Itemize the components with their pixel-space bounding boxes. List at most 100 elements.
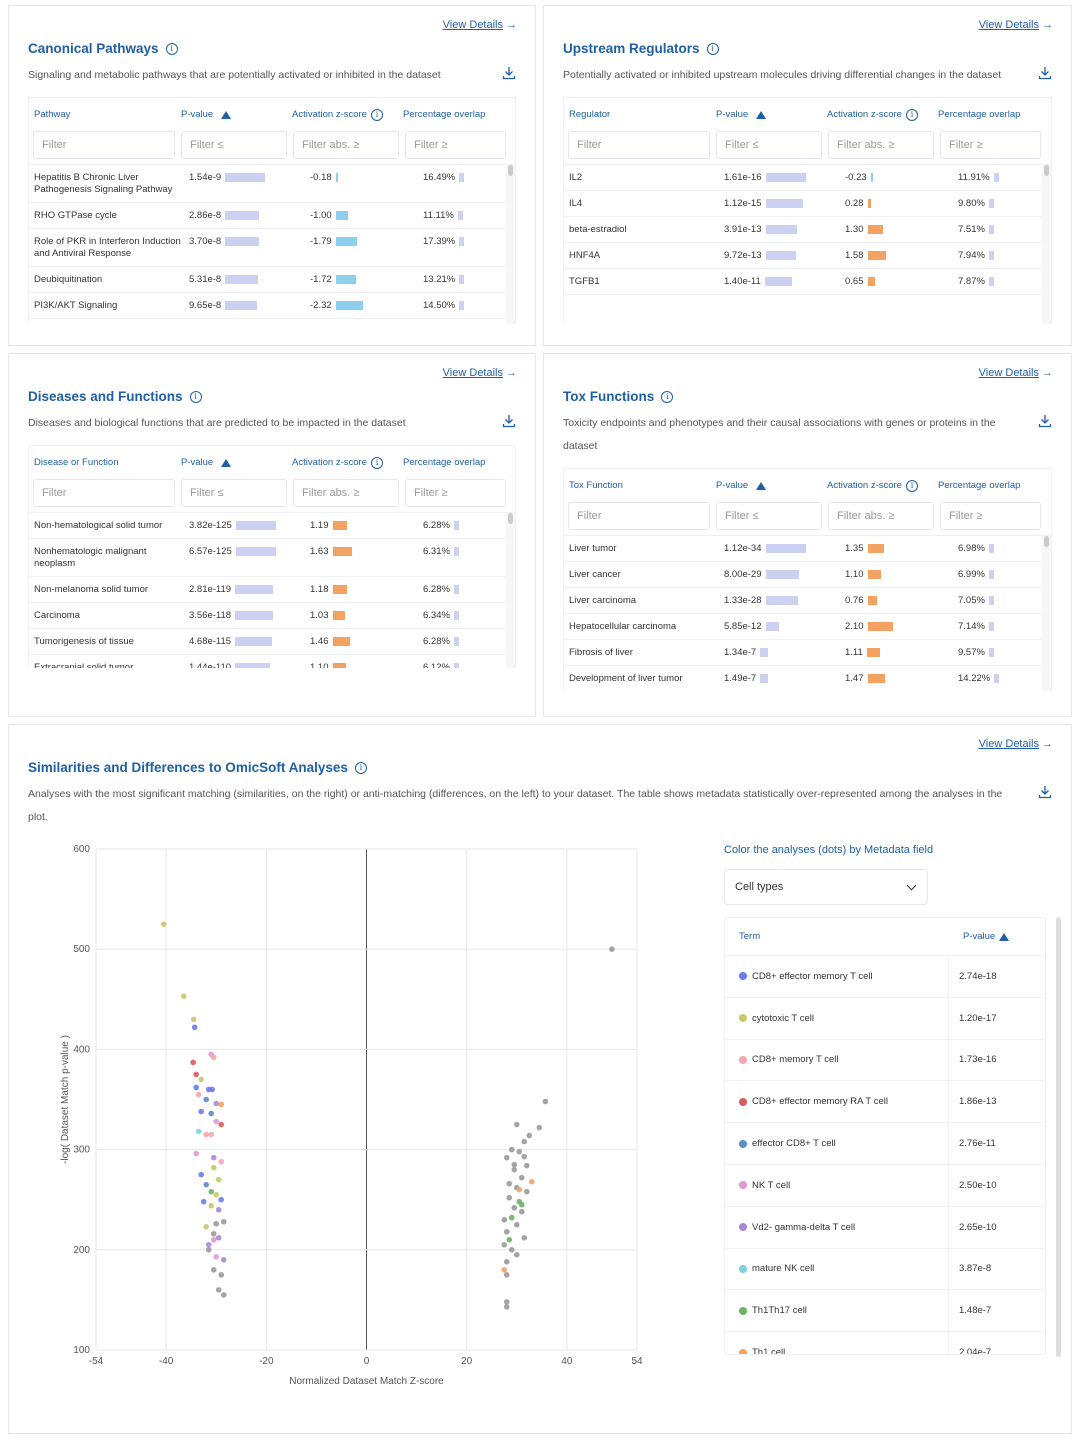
column-header-name[interactable]: Regulator <box>569 109 611 120</box>
zscore-filter-input[interactable]: Filter abs. ≥ <box>293 479 399 507</box>
table-row[interactable]: beta-estradiol 3.91e-13 1.30 7.51% <box>564 217 1051 243</box>
table-row[interactable]: TGFB1 1.40e-11 0.65 7.87% <box>564 269 1051 295</box>
table-row[interactable]: Non-hematological solid tumor 3.82e-125 1.… <box>29 513 515 539</box>
download-icon[interactable] <box>1038 66 1052 80</box>
table-row[interactable]: Fibrosis of liver 1.34e-7 1.11 9.57% <box>564 640 1051 666</box>
info-icon[interactable]: i <box>706 42 719 55</box>
data-point <box>501 1267 508 1273</box>
terms-scrollbar[interactable] <box>1056 917 1061 1357</box>
table-scrollbar[interactable] <box>506 165 515 324</box>
column-header-pvalue[interactable]: P-value <box>181 109 292 120</box>
name-filter-input[interactable]: Filter <box>33 131 175 159</box>
table-scrollbar[interactable] <box>506 513 515 668</box>
pvalue-filter-input[interactable]: Filter ≤ <box>716 502 822 530</box>
table-row[interactable]: Non-melanoma solid tumor 2.81e-119 1.18 6.2… <box>29 577 515 603</box>
overlap-filter-input[interactable]: Filter ≥ <box>405 479 506 507</box>
column-header-pvalue[interactable]: P-value <box>716 480 827 491</box>
info-icon[interactable]: i <box>905 479 918 492</box>
column-header-name[interactable]: Tox Function <box>569 480 623 491</box>
table-row[interactable]: Tumorigenesis of tissue 4.68e-115 1.46 6.28… <box>29 629 515 655</box>
column-header-overlap[interactable]: Percentage overlap <box>403 457 486 468</box>
column-header-pvalue[interactable]: P-value <box>181 457 292 468</box>
info-icon[interactable]: i <box>189 390 202 403</box>
table-row[interactable]: Liver carcinoma 1.33e-28 0.76 7.05% <box>564 588 1051 614</box>
info-icon[interactable]: i <box>370 108 383 121</box>
scrollbar-thumb[interactable] <box>508 165 513 176</box>
column-header-zscore[interactable]: Activation z-score i <box>292 108 403 121</box>
scrollbar-thumb[interactable] <box>1044 165 1049 176</box>
zscore-header-text: Activation z-score <box>827 480 902 491</box>
scrollbar-thumb[interactable] <box>1044 536 1049 547</box>
info-icon[interactable]: i <box>165 42 178 55</box>
view-details-link[interactable]: View Details → <box>979 367 1053 379</box>
download-icon[interactable] <box>502 66 516 80</box>
table-row[interactable]: Nonhematologic malignant neoplasm 6.57e-1… <box>29 539 515 577</box>
name-filter-input[interactable]: Filter <box>568 502 710 530</box>
zscore-filter-input[interactable]: Filter abs. ≥ <box>828 131 934 159</box>
data-point <box>542 1098 549 1105</box>
metadata-field-select[interactable]: Cell types <box>724 869 928 905</box>
column-header-overlap[interactable]: Percentage overlap <box>938 109 1021 120</box>
download-icon[interactable] <box>1038 414 1052 428</box>
table-row[interactable]: Deubiquitination 5.31e-8 -1.72 13.21% <box>29 267 515 293</box>
table-scrollbar[interactable] <box>1042 536 1051 691</box>
arrow-right-icon: → <box>506 19 517 31</box>
view-details-link[interactable]: View Details → <box>443 367 517 379</box>
term-row[interactable]: Vd2- gamma-delta T cell 2.65e-10 <box>725 1206 1045 1249</box>
term-row[interactable]: Th1 cell 2.04e-7 <box>725 1332 1045 1354</box>
overlap-filter-input[interactable]: Filter ≥ <box>940 131 1041 159</box>
name-filter-input[interactable]: Filter <box>33 479 175 507</box>
table-row[interactable]: Carcinoma 3.56e-118 1.03 6.34% <box>29 603 515 629</box>
column-header-zscore[interactable]: Activation z-score i <box>292 456 403 469</box>
term-row[interactable]: Th1Th17 cell 1.48e-7 <box>725 1290 1045 1333</box>
term-row[interactable]: mature NK cell 3.87e-8 <box>725 1248 1045 1291</box>
zscore-filter-input[interactable]: Filter abs. ≥ <box>293 131 399 159</box>
term-row[interactable]: NK T cell 2.50e-10 <box>725 1164 1045 1207</box>
term-row[interactable]: CD8+ memory T cell 1.73e-16 <box>725 1039 1045 1082</box>
table-row[interactable]: Extracranial solid tumor 1.44e-110 1.10 6.1… <box>29 655 515 668</box>
pvalue-column-header[interactable]: P-value <box>949 931 1010 942</box>
panel-subtitle: Signaling and metabolic pathways that ar… <box>28 64 516 87</box>
table-scrollbar[interactable] <box>1042 165 1051 324</box>
pvalue-filter-input[interactable]: Filter ≤ <box>181 131 287 159</box>
table-row[interactable]: Role of PKR in Interferon Induction and … <box>29 229 515 267</box>
name-filter-input[interactable]: Filter <box>568 131 710 159</box>
column-header-zscore[interactable]: Activation z-score i <box>827 479 938 492</box>
table-row[interactable]: Hepatitis B Chronic Liver Pathogenesis S… <box>29 165 515 203</box>
download-icon[interactable] <box>1038 785 1052 799</box>
scrollbar-thumb[interactable] <box>508 513 513 524</box>
table-row[interactable]: Liver tumor 1.12e-34 1.35 6.98% <box>564 536 1051 562</box>
column-header-name[interactable]: Disease or Function <box>34 457 119 468</box>
table-row[interactable]: IL2 1.61e-16 -0.23 11.91% <box>564 165 1051 191</box>
term-row[interactable]: CD8+ effector memory T cell 2.74e-18 <box>725 956 1045 998</box>
term-row[interactable]: effector CD8+ T cell 2.76e-11 <box>725 1123 1045 1165</box>
info-icon[interactable]: i <box>905 108 918 121</box>
info-icon[interactable]: i <box>370 456 383 469</box>
view-details-link[interactable]: View Details → <box>979 19 1053 31</box>
column-header-pvalue[interactable]: P-value <box>716 109 827 120</box>
view-details-link[interactable]: View Details → <box>443 19 517 31</box>
column-header-zscore[interactable]: Activation z-score i <box>827 108 938 121</box>
column-header-overlap[interactable]: Percentage overlap <box>403 109 486 120</box>
view-details-link[interactable]: View Details → <box>979 738 1053 750</box>
overlap-filter-input[interactable]: Filter ≥ <box>940 502 1041 530</box>
pvalue-filter-input[interactable]: Filter ≤ <box>716 131 822 159</box>
zscore-filter-input[interactable]: Filter abs. ≥ <box>828 502 934 530</box>
table-row[interactable]: HNF4A 9.72e-13 1.58 7.94% <box>564 243 1051 269</box>
info-icon[interactable]: i <box>661 390 674 403</box>
table-row[interactable]: PI3K/AKT Signaling 9.65e-8 -2.32 14.50% <box>29 293 515 319</box>
table-row[interactable]: Liver cancer 8.00e-29 1.10 6.99% <box>564 562 1051 588</box>
column-header-name[interactable]: Pathway <box>34 109 71 120</box>
table-row[interactable]: IL4 1.12e-15 0.28 9.80% <box>564 191 1051 217</box>
overlap-filter-input[interactable]: Filter ≥ <box>405 131 506 159</box>
term-column-header[interactable]: Term <box>739 931 761 942</box>
download-icon[interactable] <box>502 414 516 428</box>
table-row[interactable]: RHO GTPase cycle 2.86e-8 -1.00 11.11% <box>29 203 515 229</box>
term-row[interactable]: CD8+ effector memory RA T cell 1.86e-13 <box>725 1081 1045 1124</box>
pvalue-filter-input[interactable]: Filter ≤ <box>181 479 287 507</box>
column-header-overlap[interactable]: Percentage overlap <box>938 480 1021 491</box>
info-icon[interactable]: i <box>354 761 367 774</box>
table-row[interactable]: Hepatocellular carcinoma 5.85e-12 2.10 7.14… <box>564 614 1051 640</box>
table-row[interactable]: Development of liver tumor 1.49e-7 1.47 14.… <box>564 666 1051 691</box>
term-row[interactable]: cytotoxic T cell 1.20e-17 <box>725 997 1045 1040</box>
